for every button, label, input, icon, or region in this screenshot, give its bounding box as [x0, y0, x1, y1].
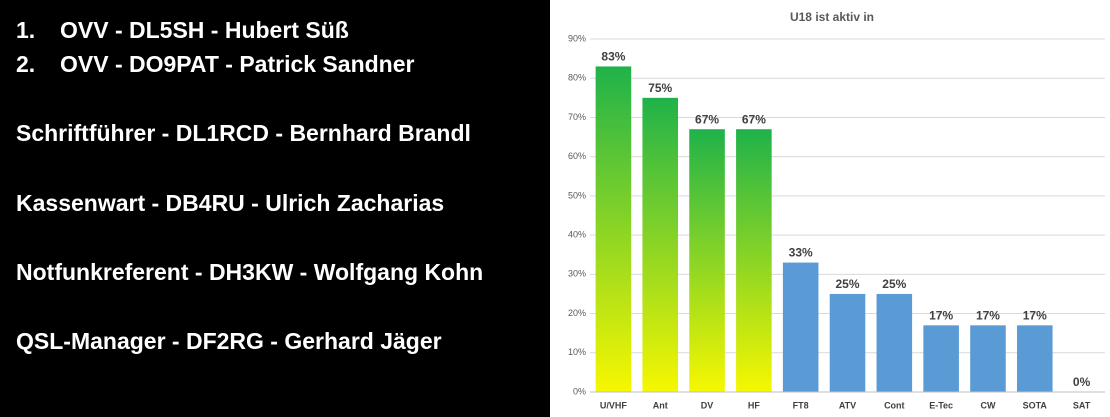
x-tick-label: Cont	[884, 400, 905, 410]
value-label: 0%	[1073, 375, 1091, 389]
value-label: 17%	[929, 308, 953, 322]
committee-list: 1. OVV - DL5SH - Hubert Süß 2. OVV - DO9PAT…	[0, 0, 550, 417]
item-text: OVV - DL5SH - Hubert Süß	[60, 17, 349, 43]
value-label: 33%	[789, 246, 813, 260]
bar	[970, 325, 1006, 392]
list-item: Schriftführer - DL1RCD - Bernhard Brandl	[16, 120, 471, 147]
list-item: QSL-Manager - DF2RG - Gerhard Jäger	[16, 328, 442, 355]
y-tick-label: 0%	[573, 386, 586, 396]
item-text: Schriftführer - DL1RCD - Bernhard Brandl	[16, 120, 471, 146]
x-tick-label: ATV	[839, 400, 856, 410]
x-tick-label: SAT	[1073, 400, 1091, 410]
y-tick-label: 80%	[568, 73, 586, 83]
item-number: 1.	[16, 17, 36, 43]
bar	[736, 129, 772, 392]
value-label: 25%	[882, 277, 906, 291]
value-label: 17%	[1023, 308, 1047, 322]
item-text: OVV - DO9PAT - Patrick Sandner	[60, 51, 415, 77]
bar	[642, 97, 679, 392]
bar	[689, 129, 725, 392]
value-label: 67%	[695, 112, 719, 126]
x-tick-label: CW	[980, 400, 995, 410]
x-tick-label: DV	[701, 400, 714, 410]
bar	[923, 325, 959, 392]
item-text: QSL-Manager - DF2RG - Gerhard Jäger	[16, 328, 442, 354]
x-tick-label: Ant	[653, 400, 668, 410]
y-tick-label: 60%	[568, 151, 586, 161]
value-label: 67%	[742, 112, 766, 126]
item-text: Notfunkreferent - DH3KW - Wolfgang Kohn	[16, 259, 484, 285]
y-tick-label: 70%	[568, 112, 586, 122]
x-tick-label: SOTA	[1023, 400, 1048, 410]
item-number: 2.	[16, 51, 36, 77]
bar	[876, 293, 913, 392]
list-item: 2. OVV - DO9PAT - Patrick Sandner	[16, 51, 414, 78]
bar	[595, 66, 632, 392]
value-label: 25%	[835, 277, 859, 291]
item-text: Kassenwart - DB4RU - Ulrich Zacharias	[16, 190, 445, 216]
value-label: 17%	[976, 308, 1000, 322]
x-tick-label: E-Tec	[929, 400, 953, 410]
y-tick-label: 50%	[568, 190, 586, 200]
y-tick-label: 10%	[568, 347, 586, 357]
x-tick-label: FT8	[793, 400, 809, 410]
list-item: Notfunkreferent - DH3KW - Wolfgang Kohn	[16, 259, 483, 286]
y-tick-label: 30%	[568, 269, 586, 279]
chart-title: U18 ist aktiv in	[790, 10, 874, 24]
y-tick-label: 40%	[568, 229, 586, 239]
x-tick-label: U/VHF	[600, 400, 628, 410]
x-tick-label: HF	[748, 400, 760, 410]
bar	[829, 293, 866, 392]
bar	[782, 262, 819, 392]
y-tick-label: 90%	[568, 33, 586, 43]
value-label: 83%	[601, 50, 625, 64]
list-item: 1. OVV - DL5SH - Hubert Süß	[16, 17, 349, 44]
chart: U18 ist aktiv in 0% 10% 20% 30% 40% 50% 60% 70%…	[550, 0, 1110, 417]
list-item: Kassenwart - DB4RU - Ulrich Zacharias	[16, 190, 444, 217]
bar	[1016, 325, 1053, 392]
value-label: 75%	[648, 81, 672, 95]
y-tick-label: 20%	[568, 308, 586, 318]
